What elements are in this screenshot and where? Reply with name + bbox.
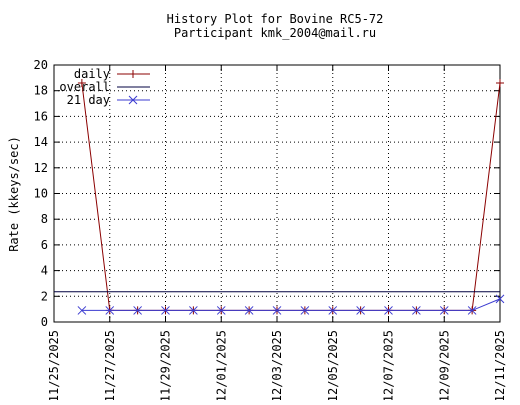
grid-lines [54, 65, 500, 322]
y-tick-label: 4 [41, 264, 48, 278]
chart-subtitle: Participant kmk_2004@mail.ru [174, 26, 376, 40]
y-tick-label: 6 [41, 238, 48, 252]
y-tick-label: 10 [34, 187, 48, 201]
series-line-21-day [81, 298, 501, 311]
legend-label-21-day: 21 day [67, 93, 110, 107]
x-tick-label: 11/29/2025 [159, 330, 173, 400]
data-point-21-day [384, 306, 393, 315]
y-tick-label: 20 [34, 58, 48, 72]
y-tick-label: 8 [41, 212, 48, 226]
data-point-21-day [272, 306, 282, 315]
data-point-21-day [412, 306, 421, 315]
y-tick-label: 14 [34, 135, 48, 149]
x-tick-label: 12/11/2025 [493, 330, 507, 400]
series-line-daily [81, 82, 501, 311]
data-point-21-day [216, 306, 226, 315]
data-point-21-day [495, 294, 505, 304]
data-point-21-day [356, 306, 365, 315]
legend-marker-daily [129, 70, 137, 78]
data-point-21-day [439, 306, 449, 315]
y-tick-label: 0 [41, 315, 48, 329]
y-tick-labels: 0 2 4 6 8 10 12 14 16 18 20 [34, 58, 48, 329]
data-point-21-day [328, 306, 338, 315]
x-tick-label: 12/09/2025 [437, 330, 451, 400]
data-point-21-day [244, 306, 254, 315]
x-tick-labels: 11/25/2025 11/27/2025 11/29/2025 12/01/2025… [47, 330, 507, 402]
data-point-21-day [77, 306, 87, 315]
data-point-21-day [161, 306, 170, 315]
axis-ticks [53, 64, 501, 323]
x-tick-label: 12/05/2025 [326, 330, 340, 400]
legend-marker-21-day [128, 95, 138, 105]
data-point-daily [496, 78, 504, 87]
data-point-21-day [133, 306, 142, 315]
x-tick-label: 12/07/2025 [382, 330, 396, 400]
series-layer [54, 78, 505, 315]
chart-title: History Plot for Bovine RC5-72 [167, 12, 384, 26]
x-tick-label: 12/01/2025 [214, 330, 228, 400]
y-axis-label: Rate (kkeys/sec) [7, 136, 21, 252]
x-tick-label: 11/27/2025 [103, 330, 117, 400]
legend-label-daily: daily [74, 67, 110, 81]
data-point-daily [77, 78, 86, 87]
y-tick-label: 16 [34, 109, 48, 123]
y-tick-label: 12 [34, 161, 48, 175]
data-point-21-day [467, 306, 477, 315]
data-point-21-day [189, 306, 198, 315]
x-tick-label: 12/03/2025 [270, 330, 284, 400]
data-point-21-day [105, 306, 115, 315]
legend-label-overall: overall [59, 80, 110, 94]
data-point-21-day [300, 306, 310, 315]
y-tick-label: 2 [41, 289, 48, 303]
x-tick-label: 11/25/2025 [47, 330, 61, 400]
y-tick-label: 18 [34, 84, 48, 98]
